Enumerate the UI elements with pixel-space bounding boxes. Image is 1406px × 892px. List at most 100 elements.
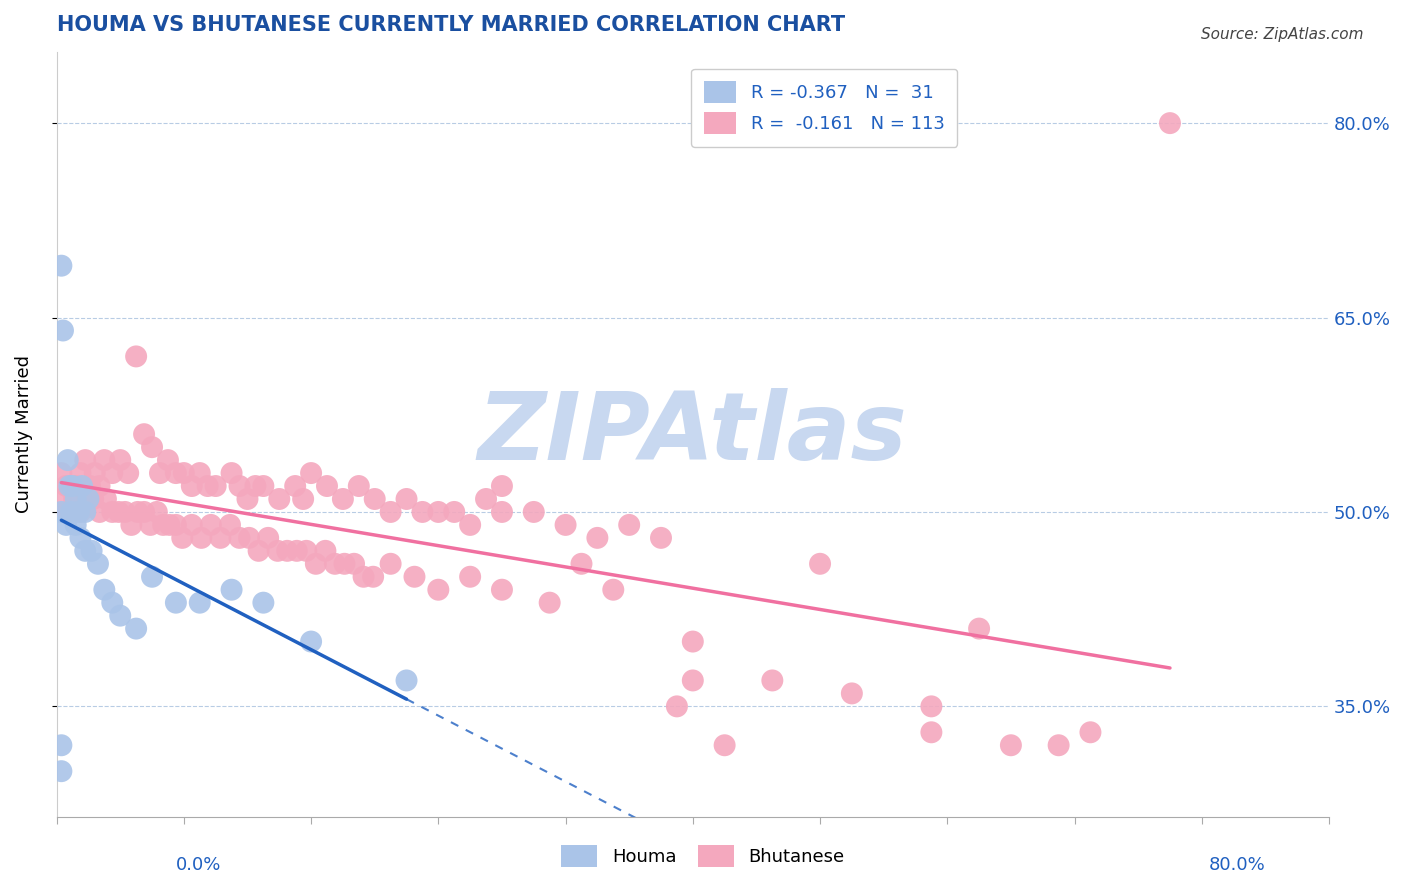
- Point: [125, 350, 148, 364]
- Point: [55, 517, 77, 532]
- Point: [411, 505, 433, 519]
- Point: [353, 570, 375, 584]
- Point: [404, 570, 426, 584]
- Point: [87, 557, 110, 571]
- Point: [152, 517, 174, 532]
- Point: [808, 557, 831, 571]
- Point: [267, 544, 290, 558]
- Text: HOUMA VS BHUTANESE CURRENTLY MARRIED CORRELATION CHART: HOUMA VS BHUTANESE CURRENTLY MARRIED COR…: [56, 15, 845, 35]
- Point: [139, 517, 162, 532]
- Point: [269, 491, 291, 506]
- Point: [343, 557, 366, 571]
- Point: [180, 479, 202, 493]
- Point: [1080, 725, 1102, 739]
- Point: [285, 544, 308, 558]
- Point: [59, 479, 82, 493]
- Point: [190, 531, 212, 545]
- Point: [323, 557, 346, 571]
- Point: [75, 453, 97, 467]
- Point: [77, 491, 100, 506]
- Point: [132, 427, 155, 442]
- Point: [75, 544, 97, 558]
- Point: [110, 608, 132, 623]
- Point: [62, 479, 84, 493]
- Point: [204, 479, 226, 493]
- Point: [120, 517, 142, 532]
- Text: Source: ZipAtlas.com: Source: ZipAtlas.com: [1201, 27, 1364, 42]
- Point: [221, 582, 243, 597]
- Point: [305, 557, 328, 571]
- Point: [920, 699, 942, 714]
- Point: [146, 505, 169, 519]
- Point: [101, 596, 124, 610]
- Point: [55, 479, 77, 493]
- Point: [458, 570, 481, 584]
- Point: [427, 582, 450, 597]
- Point: [89, 505, 111, 519]
- Point: [76, 491, 98, 506]
- Point: [69, 466, 91, 480]
- Point: [491, 505, 513, 519]
- Point: [276, 544, 298, 558]
- Point: [82, 491, 104, 506]
- Point: [80, 544, 103, 558]
- Point: [682, 673, 704, 688]
- Point: [51, 738, 73, 752]
- Point: [602, 582, 624, 597]
- Point: [292, 491, 315, 506]
- Point: [1159, 116, 1181, 130]
- Point: [236, 491, 259, 506]
- Point: [51, 491, 73, 506]
- Point: [51, 764, 73, 779]
- Point: [761, 673, 783, 688]
- Point: [538, 596, 561, 610]
- Point: [188, 596, 211, 610]
- Point: [361, 570, 384, 584]
- Point: [51, 259, 73, 273]
- Point: [284, 479, 307, 493]
- Point: [75, 505, 97, 519]
- Point: [63, 491, 86, 506]
- Legend: R = -0.367   N =  31, R =  -0.161   N = 113: R = -0.367 N = 31, R = -0.161 N = 113: [692, 69, 957, 147]
- Point: [252, 596, 274, 610]
- Point: [70, 479, 93, 493]
- Point: [165, 466, 187, 480]
- Point: [94, 491, 117, 506]
- Point: [52, 324, 75, 338]
- Point: [197, 479, 219, 493]
- Point: [554, 517, 576, 532]
- Point: [665, 699, 688, 714]
- Point: [165, 596, 187, 610]
- Point: [93, 582, 115, 597]
- Point: [491, 582, 513, 597]
- Point: [114, 505, 136, 519]
- Point: [59, 505, 82, 519]
- Point: [83, 466, 105, 480]
- Point: [180, 517, 202, 532]
- Point: [299, 466, 322, 480]
- Point: [67, 505, 90, 519]
- Point: [127, 505, 149, 519]
- Point: [172, 531, 194, 545]
- Point: [316, 479, 339, 493]
- Point: [79, 479, 101, 493]
- Point: [173, 466, 195, 480]
- Point: [51, 505, 73, 519]
- Point: [219, 517, 242, 532]
- Point: [347, 479, 370, 493]
- Point: [65, 491, 87, 506]
- Point: [841, 686, 863, 700]
- Text: 80.0%: 80.0%: [1209, 856, 1265, 874]
- Point: [571, 557, 593, 571]
- Legend: Houma, Bhutanese: Houma, Bhutanese: [554, 838, 852, 874]
- Point: [159, 517, 181, 532]
- Point: [141, 440, 163, 454]
- Point: [132, 505, 155, 519]
- Point: [51, 466, 73, 480]
- Point: [314, 544, 336, 558]
- Point: [58, 479, 80, 493]
- Text: ZIPAtlas: ZIPAtlas: [478, 388, 908, 480]
- Point: [156, 453, 179, 467]
- Point: [650, 531, 672, 545]
- Point: [110, 453, 132, 467]
